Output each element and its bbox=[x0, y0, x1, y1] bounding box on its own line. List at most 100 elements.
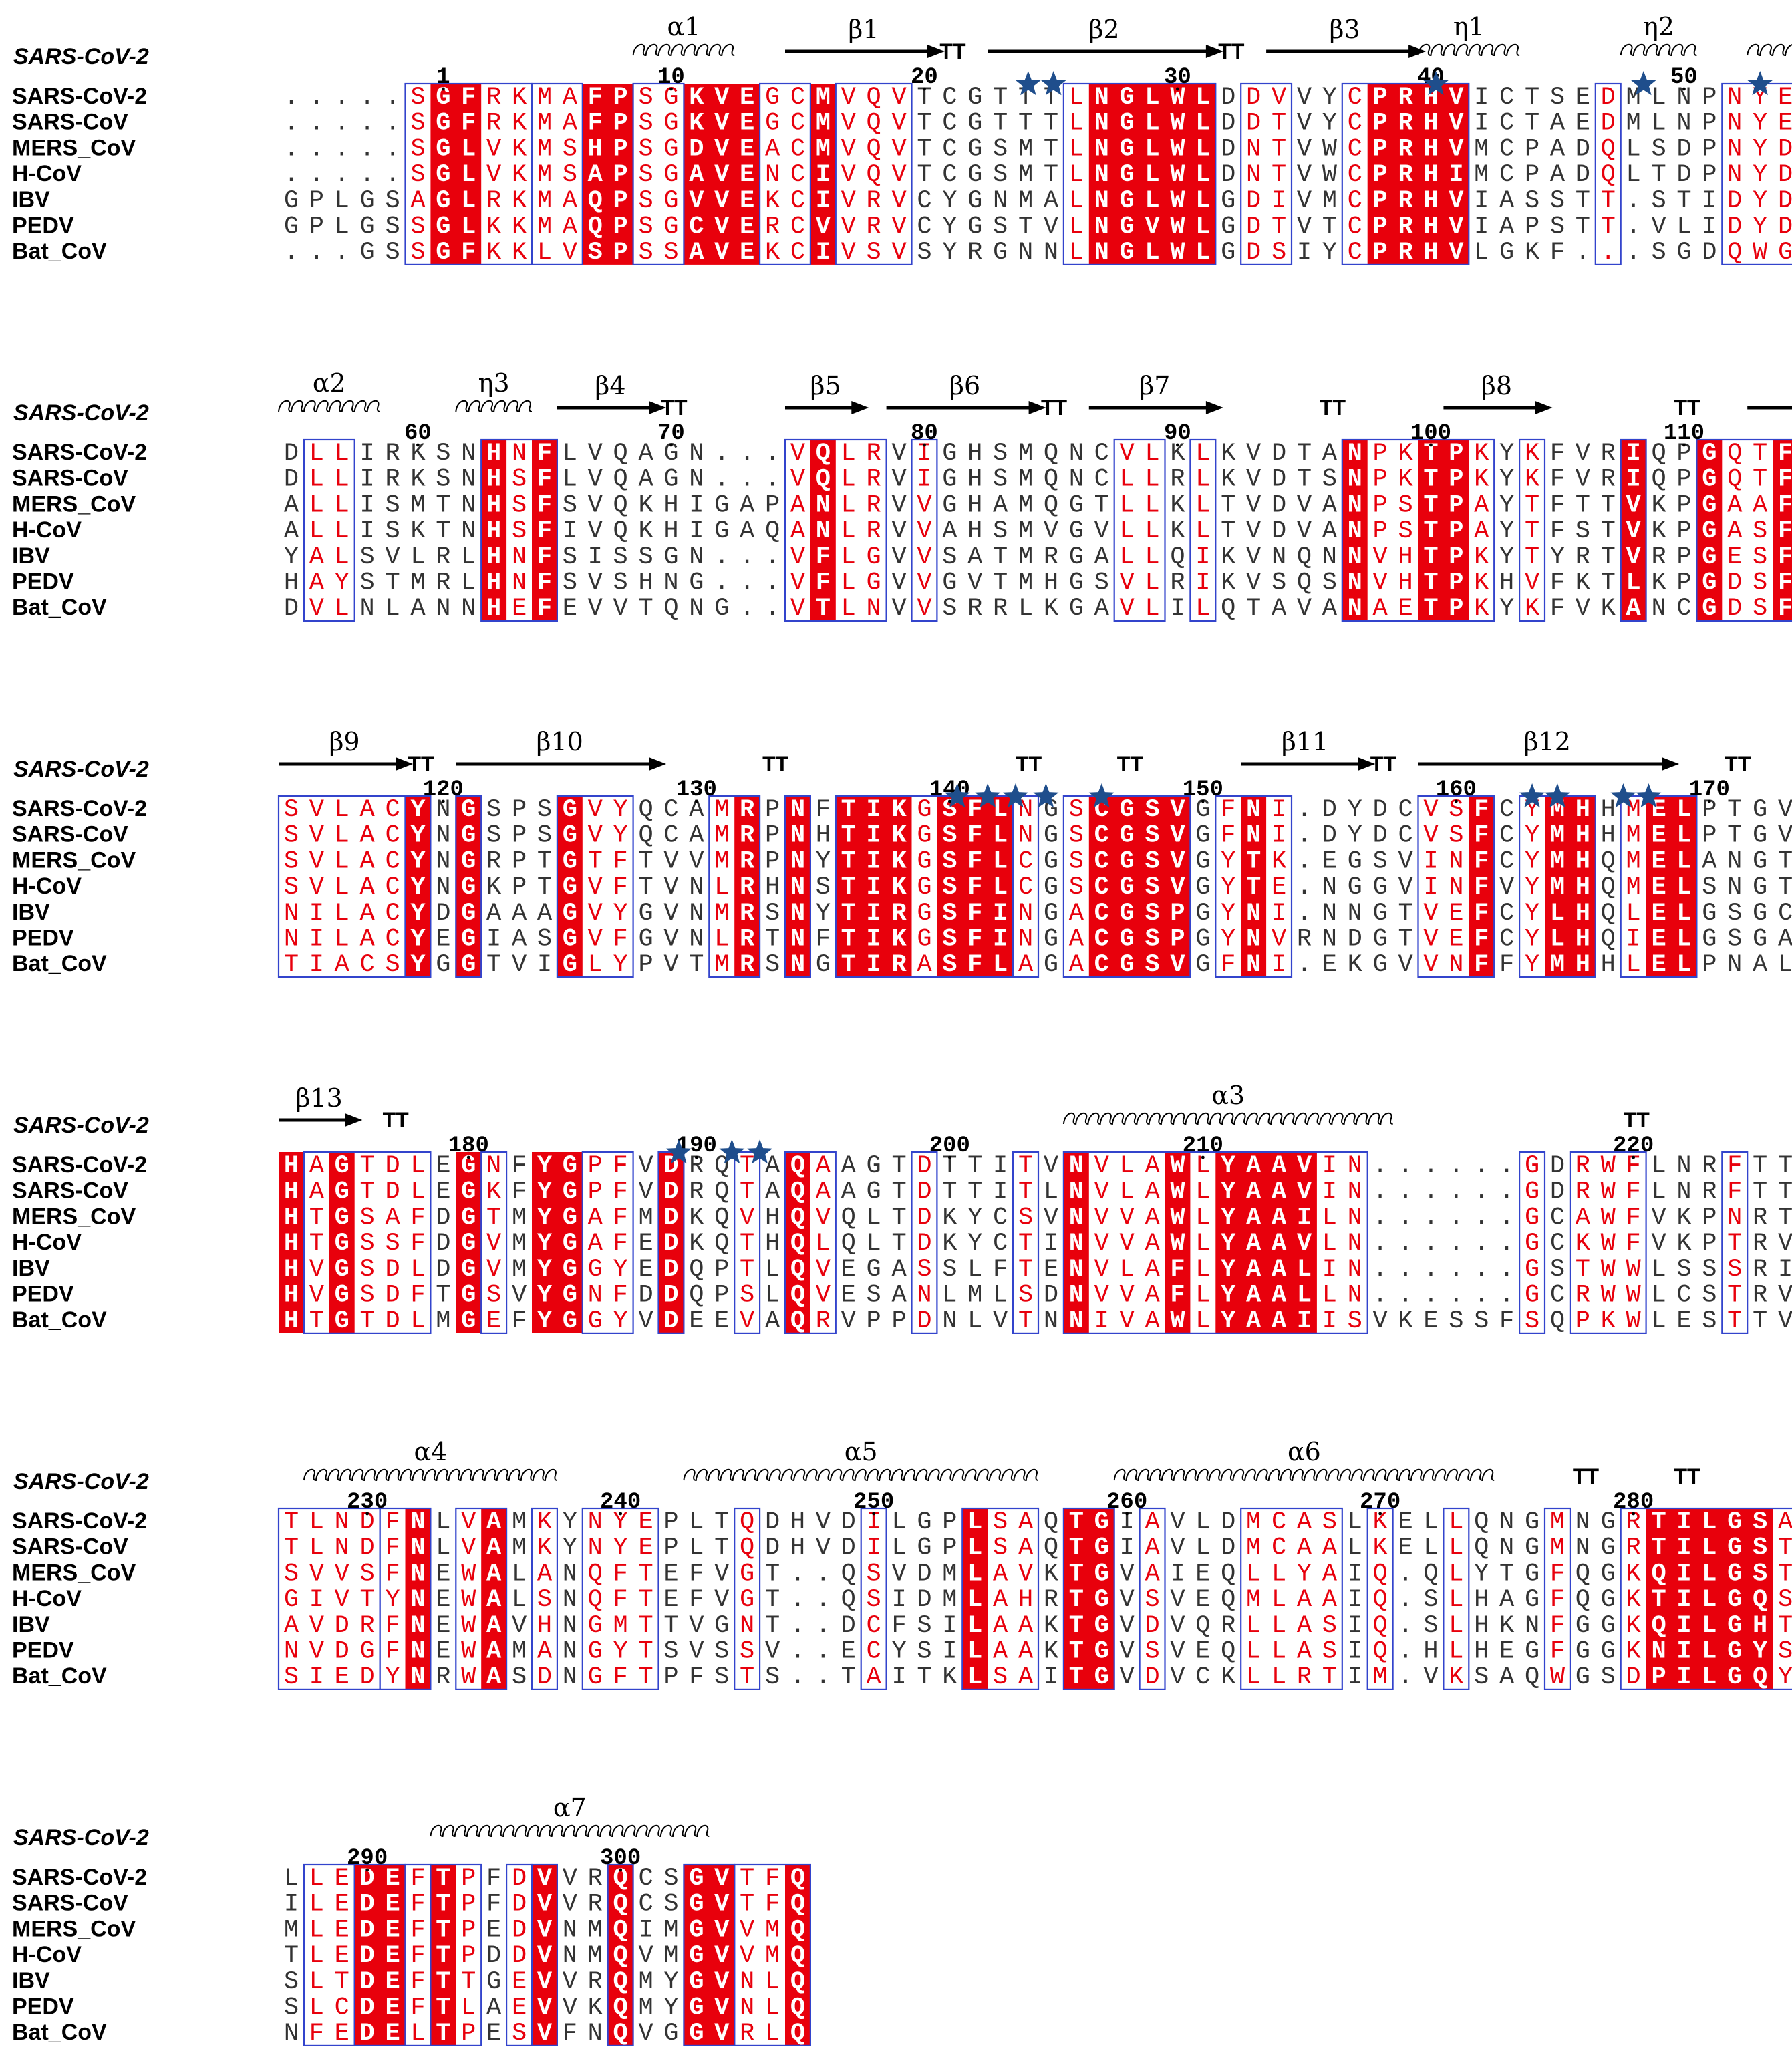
helix-label: α6 bbox=[1288, 1437, 1321, 1466]
star-icon bbox=[1610, 783, 1636, 808]
sequence-name: H-CoV bbox=[12, 873, 82, 899]
alignment-block: SARS-CoV-2 SARS-CoV-2 T L N D F N L V A M K Y N Y E P L T Q D… bbox=[12, 1437, 1792, 1691]
identical-column bbox=[405, 796, 431, 977]
reference-label: SARS-CoV-2 bbox=[13, 44, 149, 70]
reference-label: SARS-CoV-2 bbox=[13, 1113, 149, 1138]
identical-column bbox=[684, 84, 760, 265]
identical-column bbox=[1088, 796, 1191, 977]
strand-label: β7 bbox=[1139, 371, 1170, 400]
sequence-name: MERS_CoV bbox=[12, 135, 136, 160]
alignment-block: SARS-CoV-2 SARS-CoV-2 L L E D E F T P F D V V R Q C S G V T F… bbox=[12, 1793, 811, 2048]
identical-column bbox=[1696, 440, 1723, 621]
similarity-box bbox=[835, 82, 913, 265]
position-number: 100 bbox=[1410, 421, 1451, 446]
identical-column bbox=[684, 1865, 735, 2046]
position-number: 210 bbox=[1183, 1133, 1223, 1159]
sequence-name: PEDV bbox=[12, 569, 74, 595]
arrow-head bbox=[927, 45, 945, 58]
similarity-box bbox=[1519, 1151, 1546, 1334]
turn-label: TT bbox=[661, 396, 688, 420]
sequence-name: SARS-CoV-2 bbox=[12, 84, 147, 109]
identical-column bbox=[1165, 1152, 1191, 1333]
strand-label: β3 bbox=[1330, 15, 1360, 44]
position-number: 200 bbox=[929, 1133, 970, 1159]
sequence-name: SARS-CoV bbox=[12, 1534, 128, 1560]
similarity-box bbox=[784, 438, 887, 622]
position-number: 230 bbox=[347, 1490, 388, 1515]
strand-label: β10 bbox=[537, 727, 583, 757]
sequence-name: SARS-CoV-2 bbox=[12, 440, 147, 465]
strand-label: β2 bbox=[1088, 15, 1119, 44]
tick-dot bbox=[1429, 443, 1433, 447]
similarity-box bbox=[480, 438, 559, 622]
sequence-name: MERS_CoV bbox=[12, 1916, 136, 1941]
identical-column bbox=[810, 84, 836, 265]
similarity-box bbox=[455, 795, 482, 978]
turn-label: TT bbox=[1218, 39, 1245, 63]
identical-column bbox=[658, 1152, 684, 1333]
identical-column bbox=[785, 796, 810, 977]
similarity-box bbox=[1620, 795, 1698, 978]
helix-label: α1 bbox=[667, 12, 700, 41]
identical-column bbox=[835, 796, 912, 977]
similarity-box bbox=[581, 1151, 634, 1334]
position-number: 170 bbox=[1689, 777, 1730, 803]
identical-column bbox=[962, 1508, 988, 1689]
turn-label: TT bbox=[1674, 1464, 1701, 1488]
similarity-box bbox=[1240, 1507, 1343, 1690]
helix-label: α3 bbox=[1211, 1081, 1245, 1110]
similarity-box bbox=[531, 1507, 559, 1690]
position-number: 290 bbox=[347, 1846, 388, 1871]
tick-dot bbox=[1632, 1512, 1636, 1516]
similarity-box bbox=[480, 1151, 508, 1334]
alignment-block: SARS-CoV-2 SARS-CoV-2 ..... S G F R K M A F P S G K V E G… bbox=[12, 12, 1792, 267]
tick-dot bbox=[1125, 1512, 1129, 1516]
identical-column bbox=[329, 1152, 355, 1333]
position-number: 240 bbox=[600, 1490, 641, 1515]
sequence-name: PEDV bbox=[12, 1994, 74, 2020]
position-number: 280 bbox=[1613, 1490, 1654, 1515]
sequence-name: IBV bbox=[12, 900, 50, 925]
similarity-box bbox=[1139, 1507, 1166, 1690]
identical-column bbox=[810, 440, 836, 621]
helix-label: η2 bbox=[1643, 12, 1674, 41]
position-number: 110 bbox=[1664, 421, 1704, 446]
position-number: 180 bbox=[448, 1133, 489, 1159]
star-icon bbox=[1630, 71, 1656, 96]
tick-dot bbox=[872, 1512, 876, 1516]
similarity-box bbox=[531, 82, 583, 265]
sequence-name: SARS-CoV-2 bbox=[12, 1508, 147, 1534]
position-number: 30 bbox=[1164, 65, 1191, 90]
sequence-name: MERS_CoV bbox=[12, 1560, 136, 1585]
similarity-box bbox=[1062, 795, 1191, 978]
similarity-box bbox=[784, 795, 812, 978]
similarity-box bbox=[1062, 1151, 1368, 1334]
turn-label: TT bbox=[762, 752, 789, 776]
sequence-name: IBV bbox=[12, 1612, 50, 1637]
arrow-head bbox=[1358, 757, 1376, 771]
sequence-name: SARS-CoV bbox=[12, 1178, 128, 1204]
position-number: 80 bbox=[911, 421, 938, 446]
alignment-block: SARS-CoV-2 SARS-CoV-2 D L L I R K S N H N F L V Q A G N...… bbox=[12, 368, 1792, 623]
helix-coil bbox=[1747, 43, 1792, 57]
similarity-box bbox=[1341, 438, 1495, 622]
tick-dot bbox=[466, 1155, 470, 1159]
similarity-box bbox=[1569, 1151, 1647, 1334]
similarity-box bbox=[556, 795, 634, 978]
identical-column bbox=[582, 84, 633, 265]
identical-column bbox=[1367, 84, 1469, 265]
helix-label: η3 bbox=[478, 368, 510, 398]
